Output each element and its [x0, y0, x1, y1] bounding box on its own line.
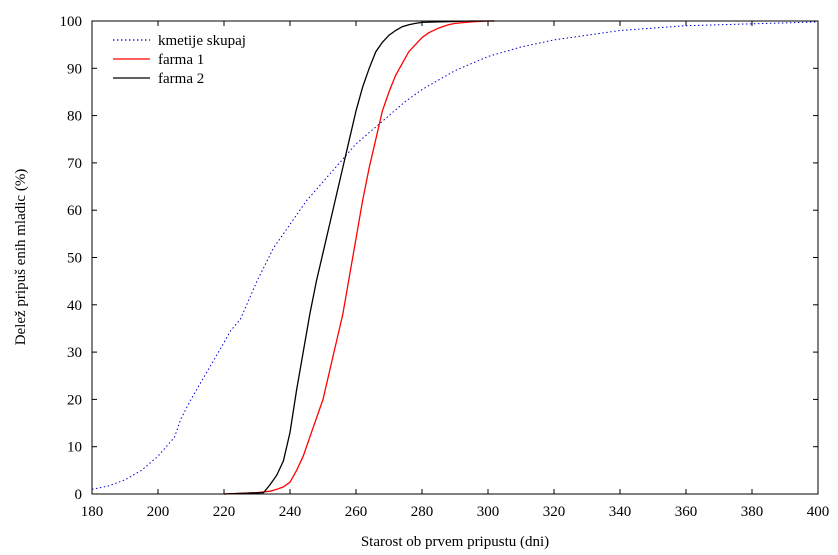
y-tick-label: 10 — [67, 440, 82, 456]
x-tick-label: 360 — [675, 504, 698, 520]
legend-label-0: kmetije skupaj — [158, 33, 246, 49]
x-tick-label: 220 — [213, 504, 236, 520]
y-axis-ticks: 0 10 20 30 40 50 60 70 80 90 100 — [60, 14, 818, 503]
x-tick-label: 240 — [279, 504, 302, 520]
legend: kmetije skupaj farma 1 farma 2 — [113, 33, 246, 87]
x-axis-ticks: 180 200 220 240 260 280 300 320 340 360 380 400 — [81, 21, 830, 520]
y-tick-label: 20 — [67, 392, 82, 408]
series-line-0 — [91, 21, 819, 490]
x-tick-label: 340 — [609, 504, 632, 520]
y-tick-label: 100 — [60, 14, 83, 30]
x-tick-label: 380 — [741, 504, 764, 520]
x-tick-label: 300 — [477, 504, 500, 520]
plot-frame — [91, 20, 819, 495]
y-tick-label: 50 — [67, 251, 82, 267]
x-tick-label: 400 — [807, 504, 830, 520]
x-tick-label: 280 — [411, 504, 434, 520]
series-line-1 — [223, 20, 495, 495]
y-tick-label: 40 — [67, 298, 82, 314]
x-tick-label: 180 — [81, 504, 104, 520]
y-tick-label: 90 — [67, 61, 82, 77]
y-tick-label: 80 — [67, 109, 82, 125]
y-tick-label: 30 — [67, 345, 82, 361]
legend-label-2: farma 2 — [158, 71, 204, 87]
x-tick-label: 260 — [345, 504, 368, 520]
y-axis-title: Delež pripuš enih mladic (%) — [13, 169, 29, 346]
series-line-2 — [223, 20, 495, 495]
x-axis-title: Starost ob prvem pripustu (dni) — [361, 534, 549, 550]
x-tick-label: 200 — [147, 504, 170, 520]
y-tick-label: 0 — [75, 487, 83, 503]
y-tick-label: 60 — [67, 203, 82, 219]
legend-label-1: farma 1 — [158, 52, 204, 68]
x-tick-label: 320 — [543, 504, 566, 520]
series-layer — [91, 20, 819, 495]
y-tick-label: 70 — [67, 156, 82, 172]
